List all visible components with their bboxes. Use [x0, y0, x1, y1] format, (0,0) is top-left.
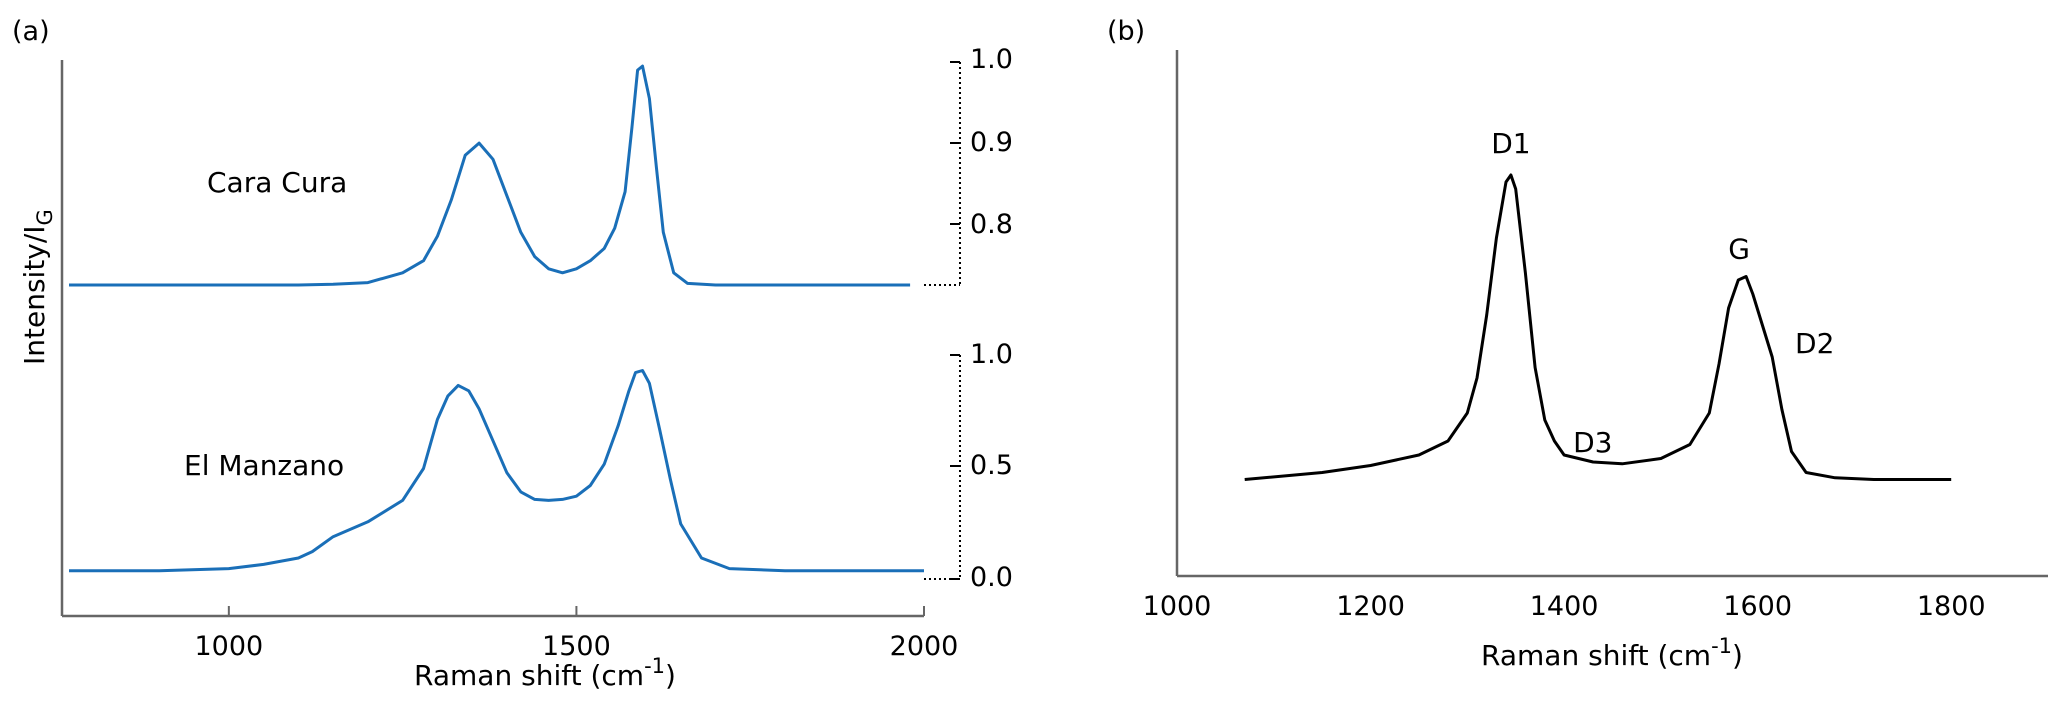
panel-a: (a) Intensity/IG 1000 1500 2000 Raman shif… — [12, 16, 1013, 692]
panel-a-label: (a) — [12, 16, 50, 47]
series-label-cara-cura: Cara Cura — [207, 166, 347, 199]
panel-b: (b) 1000 1200 1400 1600 1800 Raman shift (cm… — [1107, 16, 2048, 672]
panel-a-right-tick-label: 0.9 — [970, 127, 1013, 158]
panel-a-series-line — [69, 64, 911, 287]
panel-a-x-tick-label: 1000 — [194, 631, 263, 662]
panel-b-peak-labels: D1 D3 G D2 — [1491, 127, 1834, 459]
panel-a-series-line — [69, 369, 924, 573]
panel-a-series-el-manzano — [69, 369, 924, 573]
panel-a-right-tick-label: 0.8 — [970, 209, 1013, 240]
peak-label-d1: D1 — [1491, 127, 1530, 160]
panel-b-x-axis-title: Raman shift (cm-1) — [1481, 634, 1743, 672]
panel-a-right-tick-label: 0.0 — [970, 562, 1013, 593]
panel-a-right-tick-label: 1.0 — [970, 44, 1013, 75]
panel-b-x-tick-label: 1800 — [1917, 591, 1986, 622]
panel-b-series-line — [1244, 173, 1952, 481]
panel-b-x-tick-label: 1000 — [1143, 591, 1212, 622]
panel-b-x-tick-label: 1600 — [1723, 591, 1792, 622]
panel-b-series — [1244, 173, 1952, 481]
panel-a-y-axis-title: Intensity/IG — [18, 209, 57, 365]
panel-a-x-tick-label: 1500 — [542, 631, 611, 662]
peak-label-g: G — [1728, 233, 1750, 266]
panel-a-right-axis-el-manzano: 1.0 0.5 0.0 — [924, 339, 1013, 593]
panel-a-right-tick-label: 0.5 — [970, 450, 1013, 481]
peak-label-d3: D3 — [1573, 426, 1612, 459]
panel-b-label: (b) — [1107, 16, 1145, 47]
peak-label-d2: D2 — [1795, 327, 1834, 360]
panel-b-x-tick-label: 1200 — [1336, 591, 1405, 622]
panel-b-x-ticks: 1000 1200 1400 1600 1800 — [1143, 591, 1986, 622]
panel-a-x-axis-title: Raman shift (cm-1) — [414, 654, 676, 692]
panel-a-x-tick-label: 2000 — [890, 631, 959, 662]
panel-b-x-tick-label: 1400 — [1530, 591, 1599, 622]
panel-a-right-axis-cara-cura: 1.0 0.9 0.8 — [924, 44, 1013, 286]
panel-a-right-tick-label: 1.0 — [970, 339, 1013, 370]
panel-a-series-cara-cura — [69, 64, 911, 287]
panel-a-x-ticks: 1000 1500 2000 — [194, 606, 958, 662]
series-label-el-manzano: El Manzano — [184, 449, 344, 482]
